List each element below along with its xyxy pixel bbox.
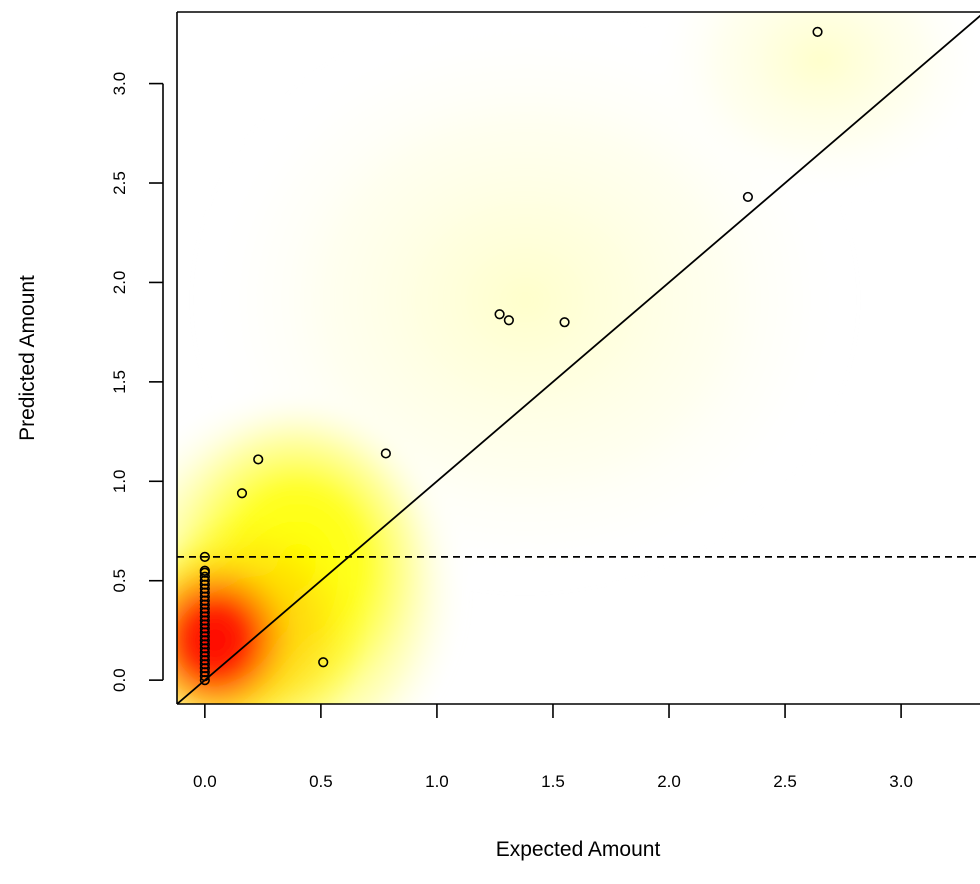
data-point (742, 191, 754, 203)
y-tick-label: 2.5 (110, 171, 129, 195)
y-tick-label: 1.5 (110, 370, 129, 394)
x-tick-label: 2.0 (657, 772, 681, 791)
y-axis-title: Predicted Amount (16, 275, 39, 441)
data-point (253, 454, 264, 465)
data-point (199, 565, 210, 576)
x-axis-title: Expected Amount (496, 838, 661, 861)
x-tick-label: 2.5 (773, 772, 797, 791)
data-point (503, 315, 514, 326)
y-tick-label: 3.0 (110, 72, 129, 96)
data-point (494, 309, 505, 320)
x-tick-label: 0.5 (309, 772, 333, 791)
data-point (812, 26, 823, 37)
data-points (199, 26, 823, 686)
reference-lines (177, 14, 980, 704)
density-heatmap (177, 12, 980, 704)
x-axis: 0.0 0.5 1.0 1.5 2.0 2.5 3.0 (193, 704, 913, 791)
y-tick-label: 0.5 (110, 569, 129, 593)
x-tick-label: 0.0 (193, 772, 217, 791)
identity-line (177, 14, 980, 704)
y-tick-label: 1.0 (110, 469, 129, 493)
data-point (559, 317, 570, 328)
data-point (199, 571, 210, 582)
x-tick-label: 3.0 (889, 772, 913, 791)
data-point (380, 448, 391, 459)
x-tick-label: 1.0 (425, 772, 449, 791)
data-point (318, 657, 329, 668)
data-point (236, 488, 248, 499)
data-point (199, 551, 210, 562)
x-tick-label: 1.5 (541, 772, 565, 791)
y-tick-label: 0.0 (110, 668, 129, 692)
y-axis: 0.0 0.5 1.0 1.5 2.0 2.5 3.0 (110, 72, 164, 692)
y-tick-label: 2.0 (110, 271, 129, 295)
